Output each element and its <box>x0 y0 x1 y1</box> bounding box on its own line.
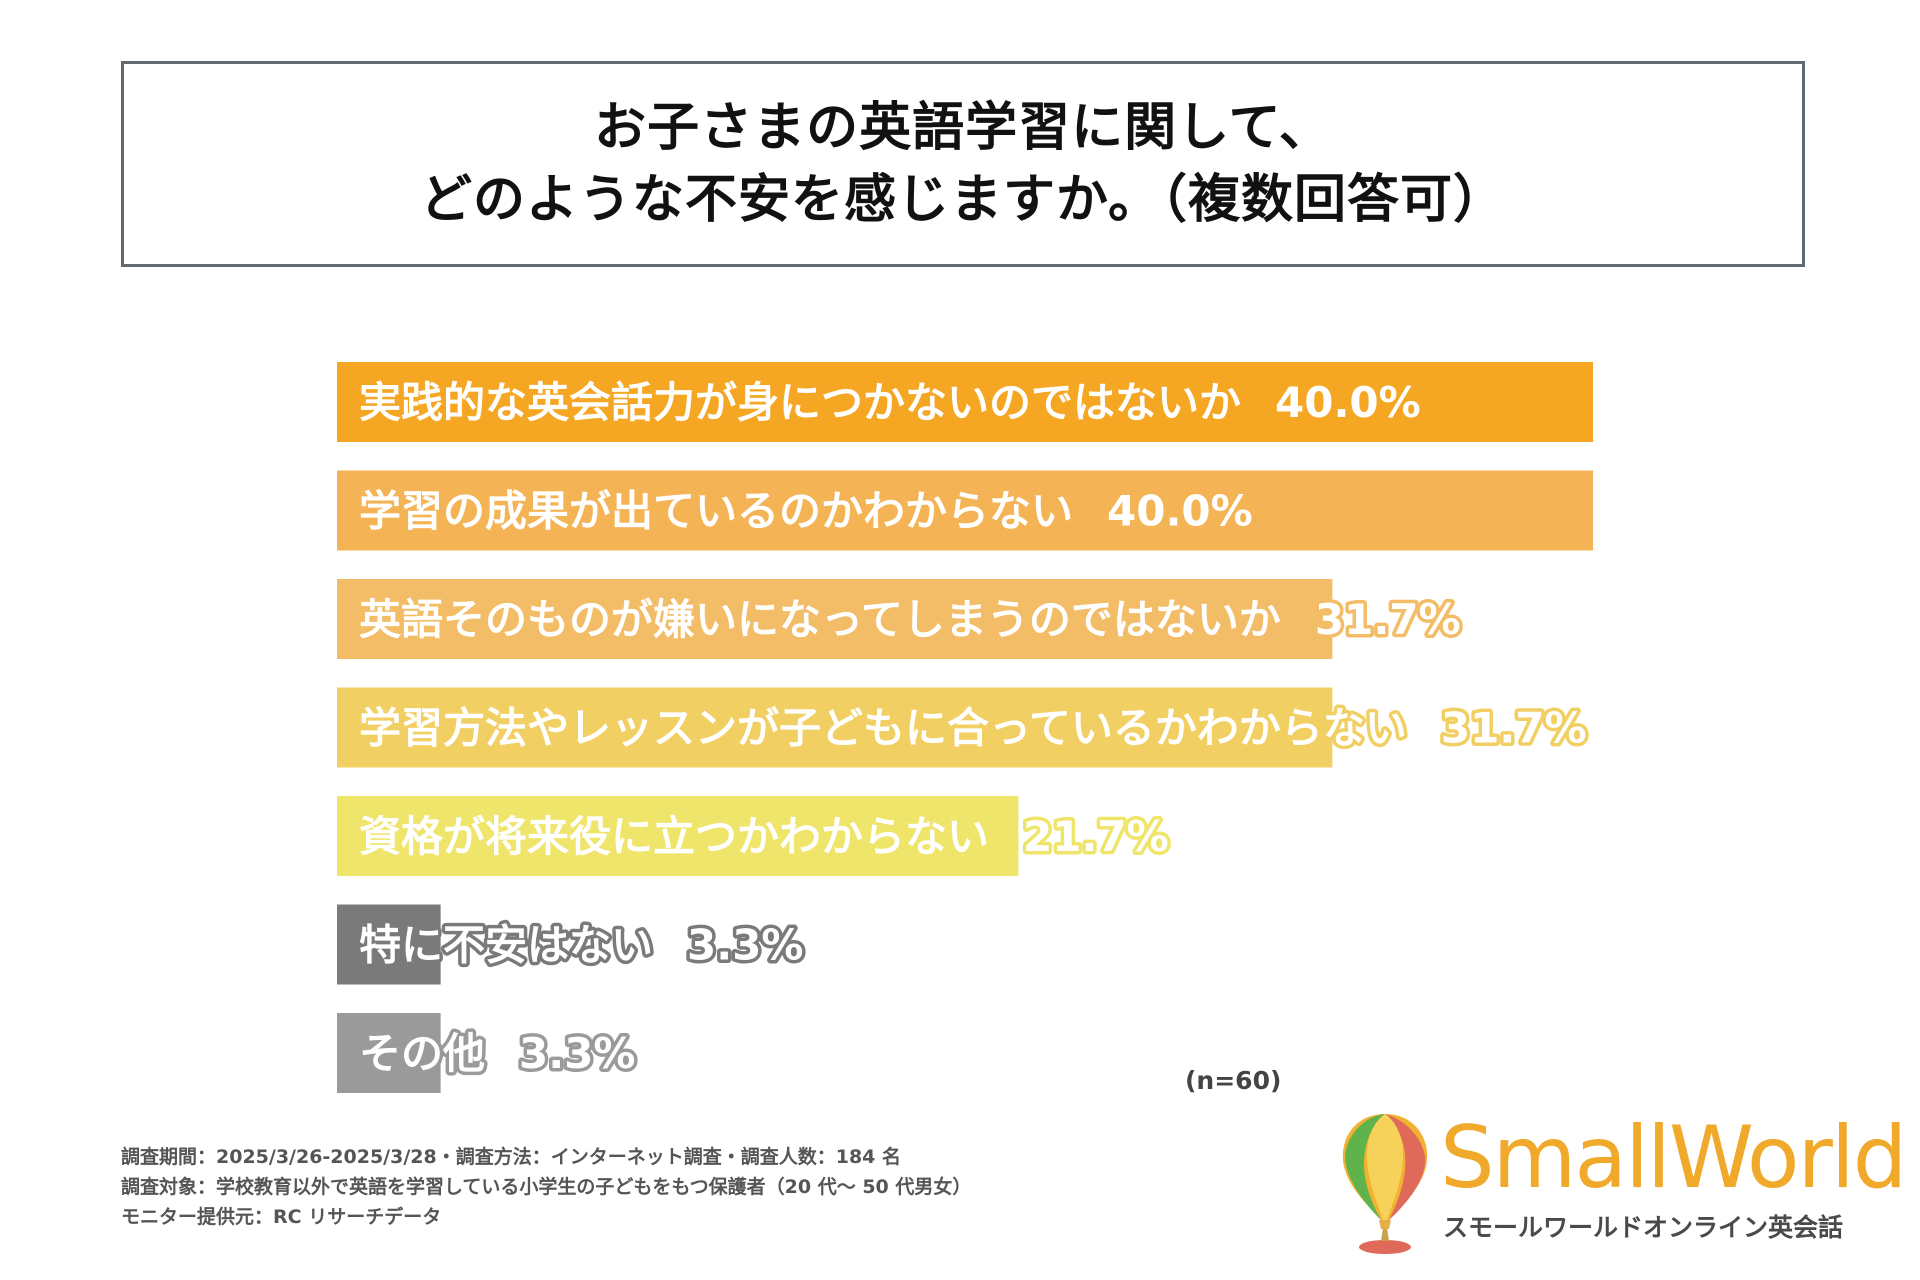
survey-footer: 調査期間：2025/3/26-2025/3/28・調査方法：インターネット調査・… <box>121 1142 971 1232</box>
value-label: 3.3% <box>687 921 803 970</box>
category-label: 実践的な英会話力が身につかないのではないか <box>359 378 1241 427</box>
footer-data-source: モニター提供元：RC リサーチデータ <box>121 1206 442 1228</box>
bar-label-6: 特に不安はない 3.3% <box>359 921 804 970</box>
value-label: 31.7% <box>1441 704 1587 753</box>
bar-label-5: 資格が将来役に立つかわからない 21.7% <box>359 812 1169 861</box>
bar-label-1: 実践的な英会話力が身につかないのではないか 40.0% <box>359 378 1421 427</box>
footer-survey-period: 調査期間：2025/3/26-2025/3/28・調査方法：インターネット調査・… <box>121 1146 902 1168</box>
bar-chart: 実践的な英会話力が身につかないのではないか 40.0%学習の成果が出ているのかわか… <box>337 362 1593 1093</box>
bar-3 <box>337 579 1333 659</box>
logo-wordmark: SmallWorld <box>1440 1108 1907 1208</box>
value-label: 31.7% <box>1315 595 1461 644</box>
bar-2 <box>337 470 1593 551</box>
category-label: 特に不安はない <box>359 921 653 970</box>
sample-size-note: (n=60) <box>1185 1066 1282 1095</box>
bar-label-2: 学習の成果が出ているのかわからない 40.0% <box>359 487 1253 536</box>
category-label: その他 <box>359 1029 485 1078</box>
footer-survey-target: 調査対象：学校教育以外で英語を学習している小学生の子どもをもつ保護者（20 代～… <box>121 1176 972 1198</box>
category-label: 資格が将来役に立つかわからない <box>359 812 989 861</box>
category-label: 学習方法やレッスンが子どもに合っているかわからない <box>359 704 1407 753</box>
bar-6 <box>337 904 441 985</box>
value-label: 40.0% <box>1107 487 1253 536</box>
bar-label-7: その他 3.3% <box>359 1029 636 1078</box>
bar-7 <box>337 1013 441 1093</box>
bar-5 <box>337 796 1019 876</box>
bar-1 <box>337 362 1593 442</box>
title-box: お子さまの英語学習に関して、 どのような不安を感じますか。（複数回答可） <box>121 61 1805 267</box>
smallworld-logo: SmallWorld スモールワールドオンライン英会話 <box>1335 1108 1907 1258</box>
value-label: 3.3% <box>519 1029 635 1078</box>
value-label: 21.7% <box>1023 812 1169 861</box>
value-label: 40.0% <box>1275 378 1421 427</box>
bar-4 <box>337 687 1333 768</box>
chart-title-line-1: お子さまの英語学習に関して、 <box>594 98 1332 158</box>
bar-label-3: 英語そのものが嫌いになってしまうのではないか 31.7% <box>359 595 1461 644</box>
balloon-icon <box>1342 1114 1428 1254</box>
category-label: 英語そのものが嫌いになってしまうのではないか <box>359 595 1281 644</box>
logo-subtitle: スモールワールドオンライン英会話 <box>1443 1213 1844 1242</box>
category-label: 学習の成果が出ているのかわからない <box>359 487 1073 536</box>
chart-title-line-2: どのような不安を感じますか。（複数回答可） <box>420 170 1506 230</box>
bar-label-4: 学習方法やレッスンが子どもに合っているかわからない 31.7% <box>359 704 1587 753</box>
